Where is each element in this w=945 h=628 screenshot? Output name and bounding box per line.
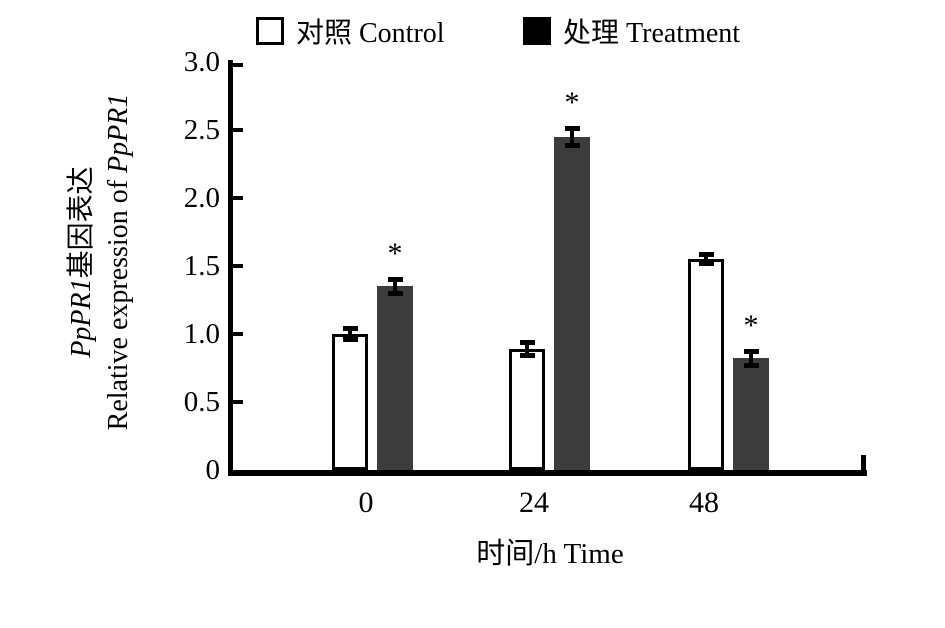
y-tick-mark bbox=[232, 196, 243, 200]
y-title-line2-rest: Relative expression of bbox=[103, 172, 134, 431]
significance-asterisk: * bbox=[743, 309, 759, 343]
error-bar-cap-bottom bbox=[564, 142, 580, 148]
y-tick-label: 0 bbox=[205, 454, 221, 486]
error-bar-cap-top bbox=[698, 252, 714, 258]
y-tick-label: 1.0 bbox=[183, 318, 220, 350]
bar-treatment-24h bbox=[554, 136, 590, 470]
error-bar-line bbox=[393, 280, 397, 292]
x-axis-title: 时间/h Time bbox=[476, 538, 624, 570]
error-bar-line bbox=[525, 343, 529, 355]
y-tick-label: 2.5 bbox=[183, 114, 220, 146]
x-axis-line bbox=[228, 470, 867, 476]
y-axis-line bbox=[228, 60, 233, 476]
legend-item-control: 对照 Control bbox=[256, 14, 445, 49]
error-bar-cap-top bbox=[519, 339, 535, 345]
x-category-label: 48 bbox=[689, 486, 719, 519]
error-bar-cap-bottom bbox=[342, 337, 358, 343]
legend-treatment-label: 处理 Treatment bbox=[563, 18, 741, 49]
significance-asterisk: * bbox=[387, 236, 403, 270]
error-bar-cap-bottom bbox=[387, 290, 403, 296]
y-axis-title: PpPR1基因表达 Relative expression of PpPR1 bbox=[63, 27, 137, 497]
error-bar-cap-top bbox=[342, 325, 358, 331]
error-bar-cap-bottom bbox=[698, 260, 714, 266]
error-bar-cap-top bbox=[387, 276, 403, 282]
bar-treatment-48h bbox=[733, 358, 769, 470]
significance-asterisk: * bbox=[564, 86, 580, 119]
y-title-gene-name-en: PpPR1 bbox=[103, 93, 134, 173]
y-tick-label: 3.0 bbox=[183, 46, 220, 78]
y-tick-label: 1.5 bbox=[183, 250, 220, 282]
y-title-gene-name: PpPR1 bbox=[66, 278, 97, 358]
bar-control-24h bbox=[509, 348, 545, 470]
error-bar-line bbox=[749, 353, 753, 364]
x-category-label: 0 bbox=[358, 486, 374, 519]
error-bar-line bbox=[704, 256, 708, 262]
legend-control-label: 对照 Control bbox=[296, 18, 445, 49]
y-title-line1-rest: 基因表达 bbox=[66, 166, 97, 279]
control-swatch-icon bbox=[256, 17, 284, 45]
error-bar-cap-bottom bbox=[519, 353, 535, 359]
y-tick-mark bbox=[232, 63, 243, 67]
error-bar-cap-bottom bbox=[743, 362, 759, 368]
error-bar-cap-top bbox=[564, 126, 580, 131]
bar-treatment-0h bbox=[377, 286, 413, 470]
y-tick-mark bbox=[232, 400, 243, 404]
treatment-swatch-icon bbox=[523, 17, 551, 45]
y-tick-label: 0.5 bbox=[183, 386, 220, 418]
y-tick-mark bbox=[232, 332, 243, 336]
y-tick-mark bbox=[232, 264, 243, 268]
legend-item-treatment: 处理 Treatment bbox=[523, 14, 741, 49]
x-category-label: 24 bbox=[519, 486, 549, 519]
y-tick-mark bbox=[232, 128, 243, 132]
x-axis-end-tick bbox=[861, 455, 866, 473]
error-bar-line bbox=[348, 329, 352, 339]
error-bar-cap-top bbox=[743, 349, 759, 355]
y-tick-label: 2.0 bbox=[183, 182, 220, 214]
error-bar-line bbox=[570, 130, 574, 144]
bar-control-0h bbox=[332, 334, 368, 470]
bar-control-48h bbox=[688, 259, 724, 470]
